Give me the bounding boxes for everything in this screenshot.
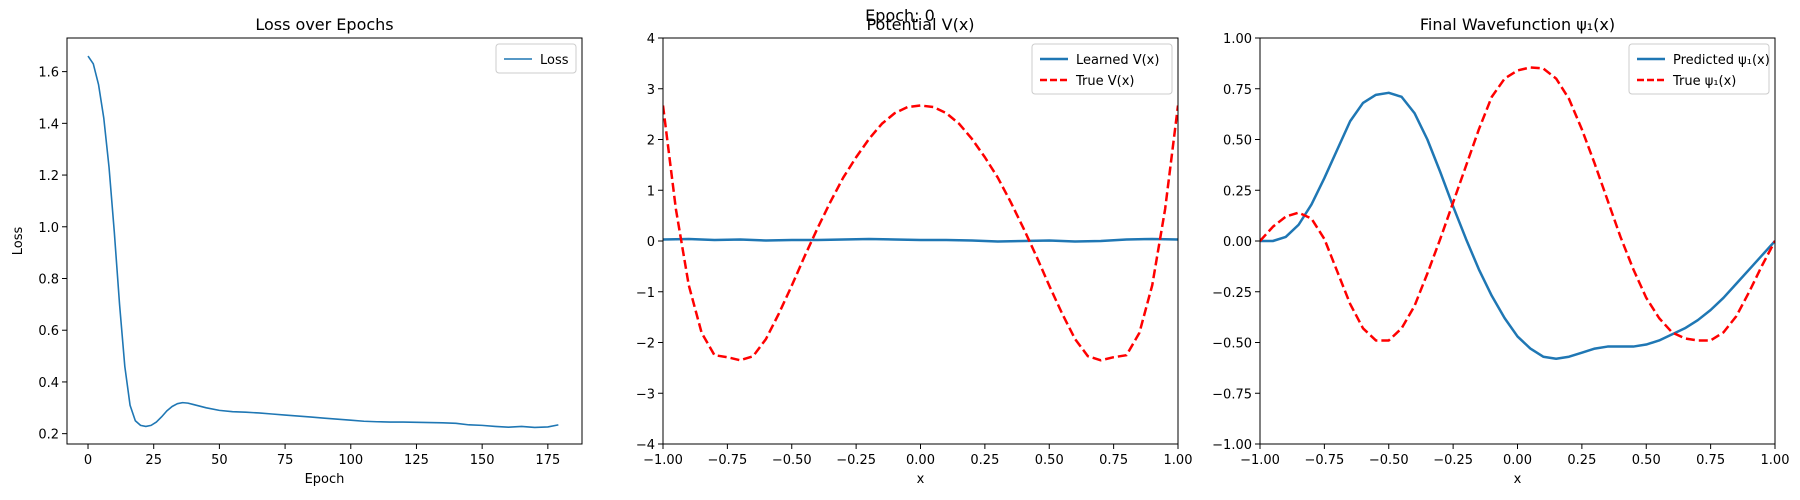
legend-box <box>1628 43 1770 95</box>
x-tick-label: 0.00 <box>1503 453 1532 468</box>
series-line-true-v-x- <box>663 104 1178 362</box>
x-tick-label: 150 <box>470 453 495 468</box>
y-tick-label: −1 <box>636 286 655 301</box>
y-tick-label: −3 <box>636 387 655 402</box>
legend-label: Predicted ψ₁(x) <box>1673 53 1770 68</box>
y-tick-label: 1 <box>647 184 655 199</box>
legend-label: Learned V(x) <box>1076 53 1159 68</box>
plot-frame <box>662 37 1179 445</box>
x-tick-label: 100 <box>338 453 363 468</box>
legend-label: True ψ₁(x) <box>1672 74 1736 89</box>
y-tick-label: −4 <box>636 438 655 453</box>
chart-panel-3: −1.00 −0.75 −0.50 −0.25 0.00 0.25 0.50 0.75 1.00… <box>1212 15 1789 487</box>
x-tick-label: 1.00 <box>1164 453 1193 468</box>
y-tick-label: 0.00 <box>1223 235 1252 250</box>
legend-box <box>495 43 577 74</box>
legend-box <box>1031 43 1173 95</box>
series-line-true-x- <box>1260 66 1775 342</box>
plot-frame <box>1259 37 1776 445</box>
x-tick-label: 0.75 <box>1099 453 1128 468</box>
x-tick-label: −1.00 <box>1240 453 1280 468</box>
x-tick-label: 0.50 <box>1632 453 1661 468</box>
x-tick-label: 0.50 <box>1035 453 1064 468</box>
x-axis-label: x <box>1514 472 1522 487</box>
y-tick-label: −0.25 <box>1212 286 1252 301</box>
y-tick-label: −0.75 <box>1212 387 1252 402</box>
x-axis-label: Epoch <box>305 472 345 487</box>
x-tick-label: 175 <box>535 453 560 468</box>
x-tick-label: −0.25 <box>836 453 876 468</box>
y-tick-label: 0.4 <box>38 376 59 391</box>
x-tick-label: 0 <box>84 453 92 468</box>
y-tick-label: 1.0 <box>38 221 59 236</box>
y-tick-label: 4 <box>647 32 655 47</box>
x-tick-label: −1.00 <box>643 453 683 468</box>
y-tick-label: 0 <box>647 235 655 250</box>
x-tick-label: −0.75 <box>1304 453 1344 468</box>
series-line-learned-v-x- <box>663 237 1178 243</box>
legend: Loss <box>495 43 577 74</box>
y-tick-label: 0.50 <box>1223 134 1252 149</box>
legend: Predicted ψ₁(x) True ψ₁(x) <box>1628 43 1770 95</box>
y-tick-label: 1.2 <box>38 169 59 184</box>
x-tick-label: 0.25 <box>970 453 999 468</box>
y-tick-label: −0.50 <box>1212 337 1252 352</box>
y-tick-label: −2 <box>636 337 655 352</box>
plot-frame <box>66 37 583 445</box>
y-tick-label: 1.6 <box>38 66 59 81</box>
x-tick-label: 125 <box>404 453 429 468</box>
chart-title: Final Wavefunction ψ₁(x) <box>1420 15 1615 34</box>
y-tick-label: 0.75 <box>1223 83 1252 98</box>
chart-title: Loss over Epochs <box>255 15 393 34</box>
y-tick-label: 1.00 <box>1223 32 1252 47</box>
x-tick-label: 0.25 <box>1567 453 1596 468</box>
y-tick-label: 0.25 <box>1223 184 1252 199</box>
series-line-loss <box>87 55 559 429</box>
chart-panel-1: 0 25 50 75 100 125 150 175 0.2 0.4 0.6 0.8 1.0 1.2 1.4… <box>11 15 583 487</box>
legend-label: Loss <box>540 53 569 68</box>
y-tick-label: −1.00 <box>1212 438 1252 453</box>
x-tick-label: −0.50 <box>772 453 812 468</box>
x-tick-label: 0.00 <box>906 453 935 468</box>
x-axis-label: x <box>917 472 925 487</box>
series-line-predicted-x- <box>1260 91 1775 360</box>
chart-title: Potential V(x) <box>866 15 974 34</box>
x-tick-label: 50 <box>211 453 228 468</box>
x-tick-label: 1.00 <box>1761 453 1790 468</box>
legend-label: True V(x) <box>1075 74 1134 89</box>
x-tick-label: 25 <box>145 453 162 468</box>
y-tick-label: 0.2 <box>38 428 59 443</box>
x-tick-label: 0.75 <box>1696 453 1725 468</box>
y-tick-label: 0.8 <box>38 272 59 287</box>
y-tick-label: 0.6 <box>38 324 59 339</box>
chart-panel-2: −1.00 −0.75 −0.50 −0.25 0.00 0.25 0.50 0.75 1.00… <box>636 15 1193 487</box>
y-tick-label: 1.4 <box>38 117 59 132</box>
x-tick-label: −0.25 <box>1433 453 1473 468</box>
x-tick-label: −0.50 <box>1369 453 1409 468</box>
y-tick-label: 3 <box>647 83 655 98</box>
y-axis-label: Loss <box>11 227 26 256</box>
x-tick-label: 75 <box>277 453 294 468</box>
legend: Learned V(x) True V(x) <box>1031 43 1173 95</box>
x-tick-label: −0.75 <box>707 453 747 468</box>
y-tick-label: 2 <box>647 134 655 149</box>
